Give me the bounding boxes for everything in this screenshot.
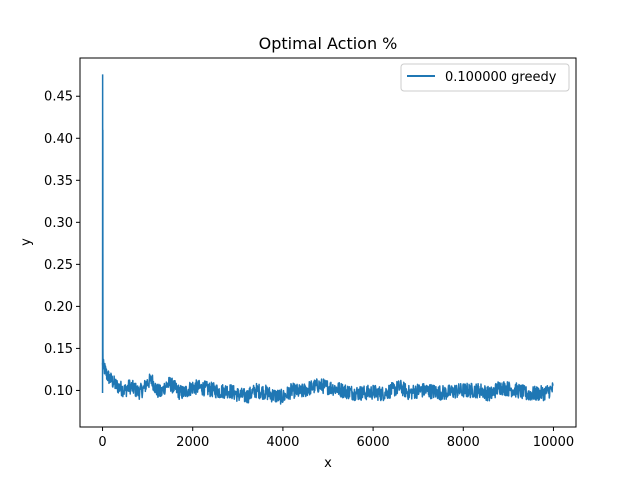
y-axis-label: y: [19, 238, 34, 246]
chart-title: Optimal Action %: [259, 34, 398, 53]
x-tick-label: 2000: [176, 435, 209, 450]
x-tick-label: 0: [98, 435, 106, 450]
legend: 0.100000 greedy: [401, 64, 569, 91]
y-tick-label: 0.25: [44, 258, 73, 273]
x-tick-label: 4000: [266, 435, 299, 450]
legend-label: 0.100000 greedy: [445, 70, 557, 85]
x-axis-label: x: [324, 456, 332, 471]
y-tick-label: 0.35: [44, 174, 73, 189]
x-tick-label: 10000: [533, 435, 574, 450]
y-tick-label: 0.15: [44, 342, 73, 357]
y-tick-label: 0.40: [44, 132, 73, 147]
y-tick-label: 0.10: [44, 384, 73, 399]
y-tick-label: 0.45: [44, 90, 73, 105]
x-tick-label: 6000: [357, 435, 390, 450]
y-tick-label: 0.30: [44, 216, 73, 231]
x-tick-label: 8000: [447, 435, 480, 450]
y-tick-label: 0.20: [44, 300, 73, 315]
